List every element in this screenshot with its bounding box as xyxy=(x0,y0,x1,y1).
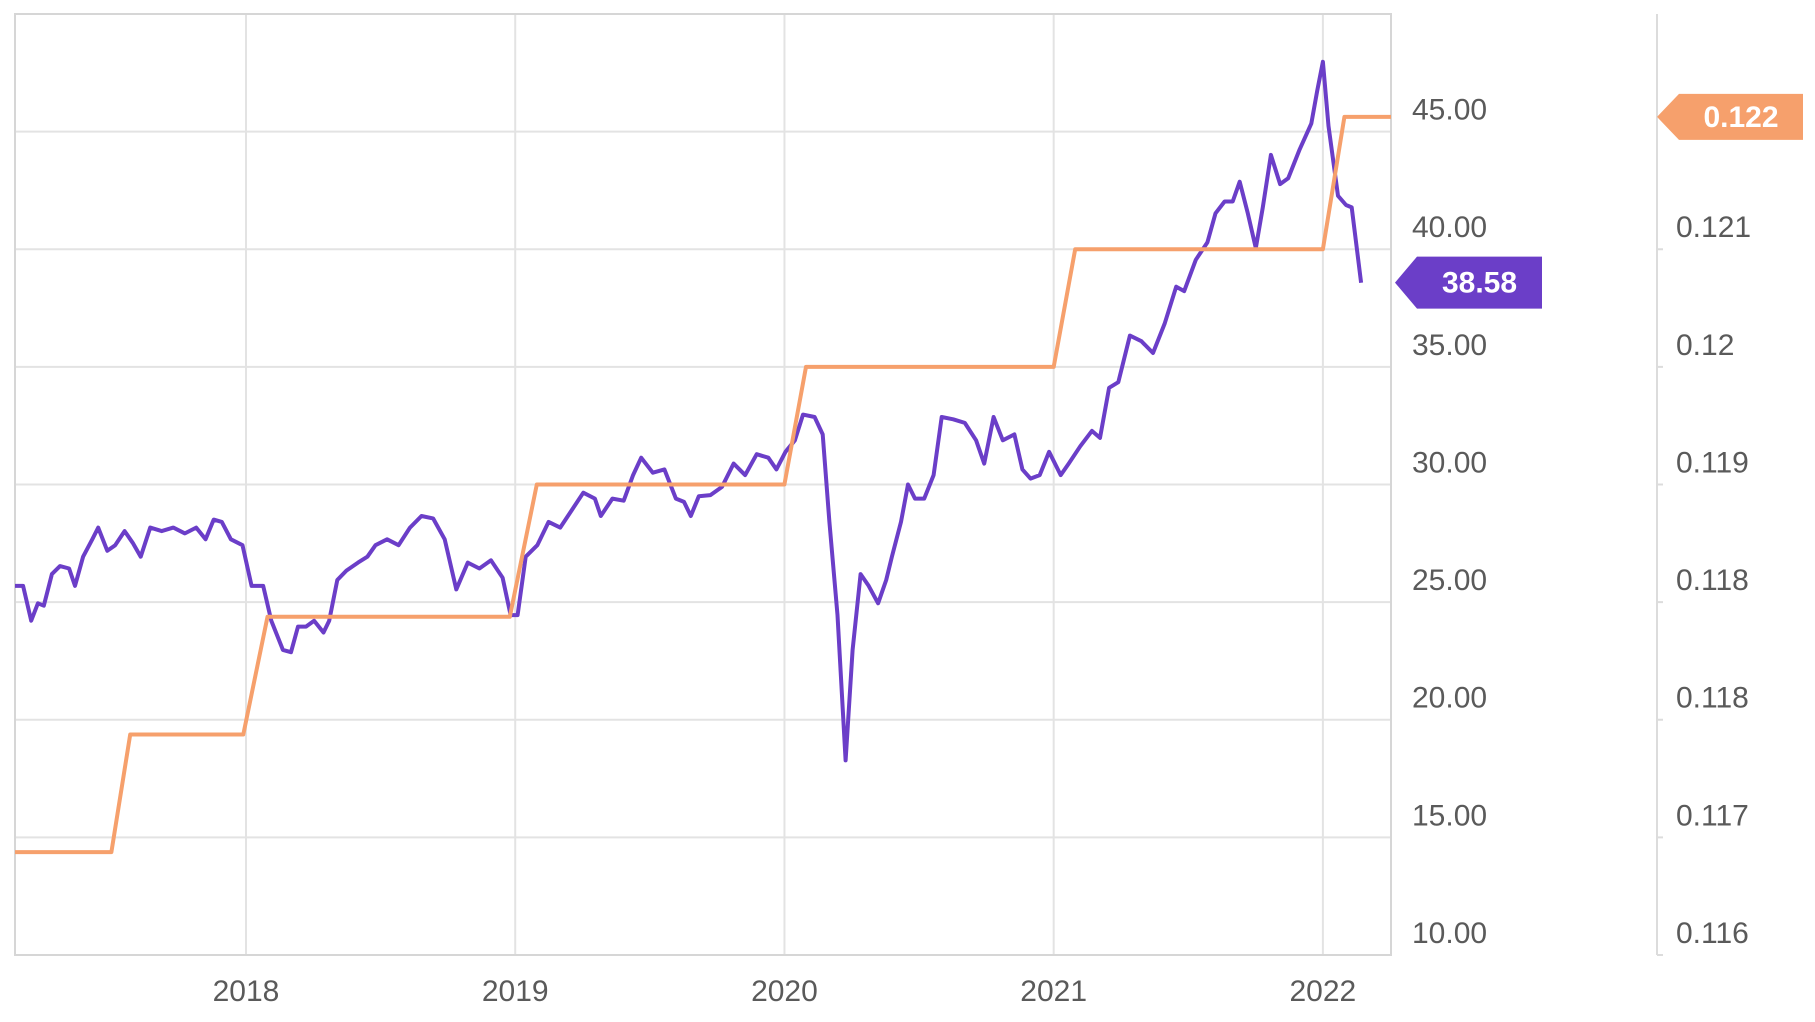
x-tick-label: 2019 xyxy=(482,975,549,1008)
y-tick-label: 10.00 xyxy=(1412,917,1487,950)
series-line xyxy=(15,59,1364,763)
y-tick-label: 35.00 xyxy=(1412,329,1487,362)
value-badge xyxy=(1657,93,1803,140)
y-tick-label: 30.00 xyxy=(1412,446,1487,479)
x-tick-label: 2018 xyxy=(213,975,280,1008)
y-tick-label: 45.00 xyxy=(1412,94,1487,127)
y2-tick-label: 0.117 xyxy=(1676,799,1749,832)
y2-tick-label: 0.118 xyxy=(1676,682,1749,715)
x-tick-label: 2022 xyxy=(1290,975,1357,1008)
y2-tick-label: 0.121 xyxy=(1676,211,1751,244)
x-tick-label: 2021 xyxy=(1020,975,1087,1008)
y2-tick-label: 0.116 xyxy=(1676,917,1749,950)
y-tick-label: 15.00 xyxy=(1412,799,1487,832)
y2-tick-label: 0.118 xyxy=(1676,564,1749,597)
y2-tick-label: 0.119 xyxy=(1676,446,1749,479)
y-tick-label: 40.00 xyxy=(1412,211,1487,244)
value-badge-label: 0.122 xyxy=(1703,101,1778,134)
y-tick-label: 25.00 xyxy=(1412,564,1487,597)
x-tick-label: 2020 xyxy=(751,975,818,1008)
y2-tick-label: 0.12 xyxy=(1676,329,1734,362)
value-badge-label: 38.58 xyxy=(1442,267,1517,300)
plot-border xyxy=(14,13,1392,956)
value-badge xyxy=(1395,256,1542,309)
y-tick-label: 20.00 xyxy=(1412,682,1487,715)
series-line xyxy=(15,114,1391,855)
